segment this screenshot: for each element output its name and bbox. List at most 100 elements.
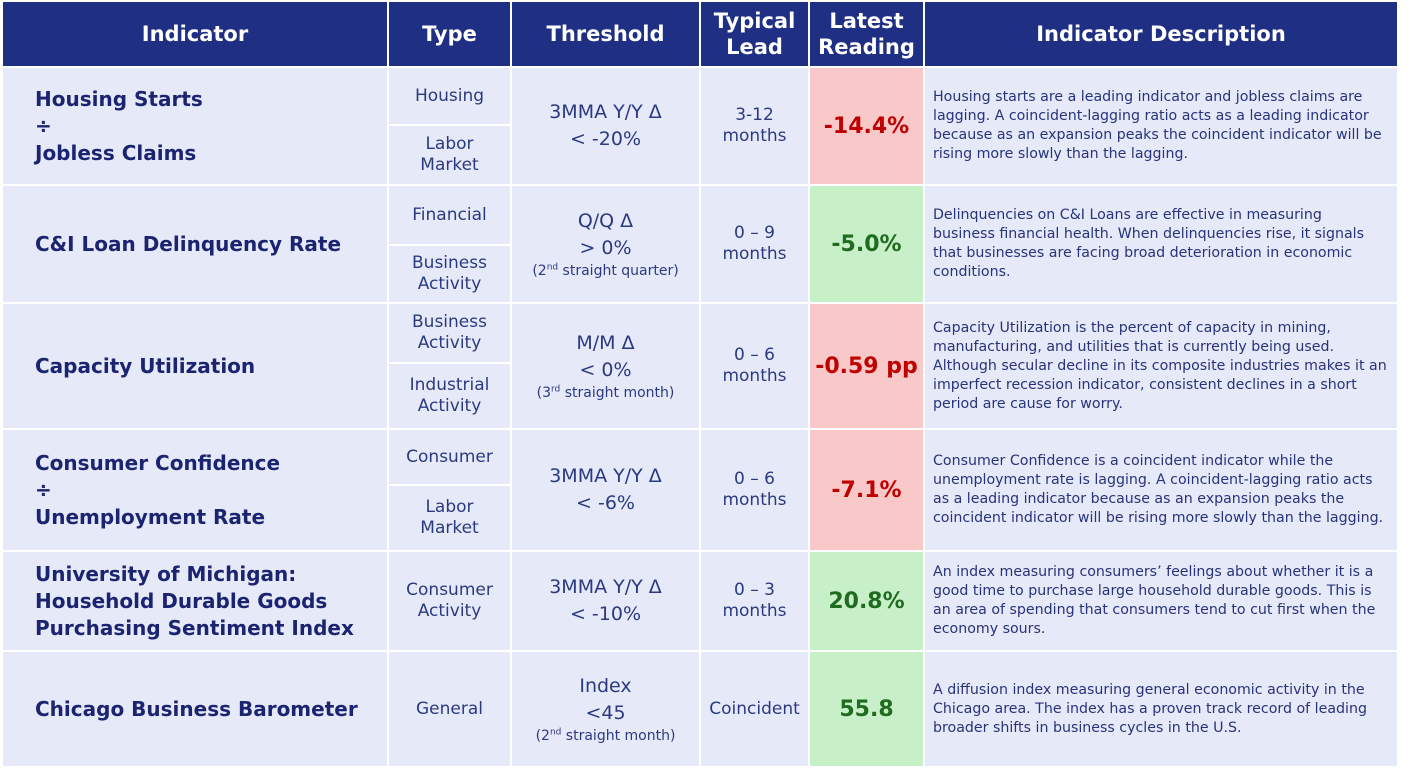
lead-line: Coincident	[709, 698, 800, 719]
threshold-line: < -6%	[576, 492, 635, 514]
indicator-name-line: Chicago Business Barometer	[35, 696, 358, 721]
typical-lead-cell: 0 – 6 months	[701, 430, 810, 552]
threshold-note-post: straight month)	[561, 728, 676, 744]
indicator-description-cell: A diffusion index measuring general econ…	[925, 652, 1399, 768]
recession-indicator-table-container: Indicator Type Threshold Typical Lead La…	[3, 2, 1407, 778]
type-line: Activity	[417, 333, 482, 353]
indicator-name-line: Unemployment Rate	[35, 504, 266, 529]
type-line: Market	[420, 518, 479, 538]
indicator-name-cell: Consumer Confidence ÷ Unemployment Rate	[3, 430, 389, 552]
indicator-name-line: Jobless Claims	[35, 140, 197, 165]
table-row: Housing Starts ÷ Jobless Claims Housing 3MMA…	[3, 68, 1399, 186]
type-line: Labor	[425, 134, 474, 154]
threshold-cell: M/M Δ < 0% (3rd straight month)	[512, 304, 701, 430]
table-row: C&I Loan Delinquency Rate Financial Q/Q Δ >…	[3, 186, 1399, 304]
type-line: Business	[412, 312, 487, 332]
indicator-name-line: Capacity Utilization	[35, 353, 256, 378]
type-line: Activity	[417, 274, 482, 294]
indicator-description-cell: Capacity Utilization is the percent of c…	[925, 304, 1399, 430]
threshold-line: < -20%	[569, 128, 642, 150]
header-description: Indicator Description	[925, 2, 1399, 68]
threshold-note: (3rd straight month)	[512, 384, 699, 402]
indicator-name-line: Purchasing Sentiment Index	[35, 615, 354, 640]
threshold-cell: 3MMA Y/Y Δ < -10%	[512, 552, 701, 652]
header-reading-line1: Latest	[829, 9, 904, 33]
indicator-name-cell: C&I Loan Delinquency Rate	[3, 186, 389, 304]
header-lead-line2: Lead	[726, 35, 783, 59]
latest-reading-cell: -7.1%	[810, 430, 925, 552]
threshold-cell: Index <45 (2nd straight month)	[512, 652, 701, 768]
threshold-line: 3MMA Y/Y Δ	[549, 576, 662, 598]
latest-reading-cell: -14.4%	[810, 68, 925, 186]
indicator-description-cell: Housing starts are a leading indicator a…	[925, 68, 1399, 186]
header-row: Indicator Type Threshold Typical Lead La…	[3, 2, 1399, 68]
header-indicator: Indicator	[3, 2, 389, 68]
latest-reading-value: -7.1%	[831, 477, 902, 503]
indicator-name-line: Household Durable Goods	[35, 588, 328, 613]
threshold-note-ordinal: nd	[546, 262, 559, 273]
type-cell: Labor Market	[389, 126, 512, 186]
latest-reading-cell: -5.0%	[810, 186, 925, 304]
type-cell: Financial	[389, 186, 512, 246]
latest-reading-value: -0.59 pp	[815, 353, 918, 379]
type-cell: General	[389, 652, 512, 768]
indicator-name-cell: Chicago Business Barometer	[3, 652, 389, 768]
table-row: Capacity Utilization Business Activity M/M …	[3, 304, 1399, 430]
lead-line: months	[722, 601, 787, 621]
threshold-line: Index	[579, 675, 632, 697]
latest-reading-value: -14.4%	[823, 113, 910, 139]
lead-line: 3-12	[735, 105, 774, 125]
typical-lead-cell: Coincident	[701, 652, 810, 768]
lead-line: 0 – 6	[734, 469, 775, 489]
threshold-note-pre: (2	[532, 263, 547, 279]
threshold-note-ordinal: rd	[551, 384, 561, 395]
type-cell: Housing	[389, 68, 512, 126]
table-row: Chicago Business Barometer General Index <4…	[3, 652, 1399, 768]
table-row: Consumer Confidence ÷ Unemployment Rate Con…	[3, 430, 1399, 552]
threshold-note: (2nd straight month)	[512, 727, 699, 745]
type-cell: Consumer	[389, 430, 512, 486]
type-cell: Labor Market	[389, 486, 512, 552]
type-cell: Business Activity	[389, 304, 512, 364]
indicator-name-line: ÷	[35, 113, 52, 138]
type-cell: Consumer Activity	[389, 552, 512, 652]
table-row: Labor Market	[3, 126, 1399, 186]
type-line: Industrial	[409, 375, 490, 395]
threshold-line: 3MMA Y/Y Δ	[549, 101, 662, 123]
threshold-cell: Q/Q Δ > 0% (2nd straight quarter)	[512, 186, 701, 304]
table-body: Housing Starts ÷ Jobless Claims Housing 3MMA…	[3, 68, 1399, 768]
lead-line: 0 – 3	[734, 580, 775, 600]
threshold-line: <45	[585, 702, 626, 724]
lead-line: months	[722, 244, 787, 264]
header-reading-line2: Reading	[818, 35, 915, 59]
threshold-cell: 3MMA Y/Y Δ < -6%	[512, 430, 701, 552]
latest-reading-value: 55.8	[839, 696, 894, 722]
type-cell: Business Activity	[389, 246, 512, 304]
indicator-name-line: University of Michigan:	[35, 561, 297, 586]
type-line: Business	[412, 253, 487, 273]
table-row: Business Activity	[3, 246, 1399, 304]
indicator-description-cell: Delinquencies on C&I Loans are effective…	[925, 186, 1399, 304]
indicator-name-cell: Capacity Utilization	[3, 304, 389, 430]
header-typical-lead: Typical Lead	[701, 2, 810, 68]
type-line: Financial	[412, 204, 487, 225]
latest-reading-value: -5.0%	[831, 231, 902, 257]
indicator-description-cell: Consumer Confidence is a coincident indi…	[925, 430, 1399, 552]
threshold-note-post: straight month)	[560, 385, 675, 401]
typical-lead-cell: 0 – 6 months	[701, 304, 810, 430]
type-cell: Industrial Activity	[389, 364, 512, 430]
threshold-note-post: straight quarter)	[558, 263, 679, 279]
indicator-name-cell: Housing Starts ÷ Jobless Claims	[3, 68, 389, 186]
indicator-name-line: ÷	[35, 477, 52, 502]
threshold-line: > 0%	[579, 237, 632, 259]
typical-lead-cell: 0 – 9 months	[701, 186, 810, 304]
indicator-name-line: Consumer Confidence	[35, 450, 281, 475]
threshold-line: Q/Q Δ	[577, 210, 634, 232]
threshold-note: (2nd straight quarter)	[512, 262, 699, 280]
indicator-name-cell: University of Michigan: Household Durable…	[3, 552, 389, 652]
threshold-note-ordinal: nd	[549, 727, 562, 738]
lead-line: months	[722, 490, 787, 510]
threshold-line: 3MMA Y/Y Δ	[549, 465, 662, 487]
threshold-cell: 3MMA Y/Y Δ < -20%	[512, 68, 701, 186]
threshold-line: < -10%	[569, 603, 642, 625]
